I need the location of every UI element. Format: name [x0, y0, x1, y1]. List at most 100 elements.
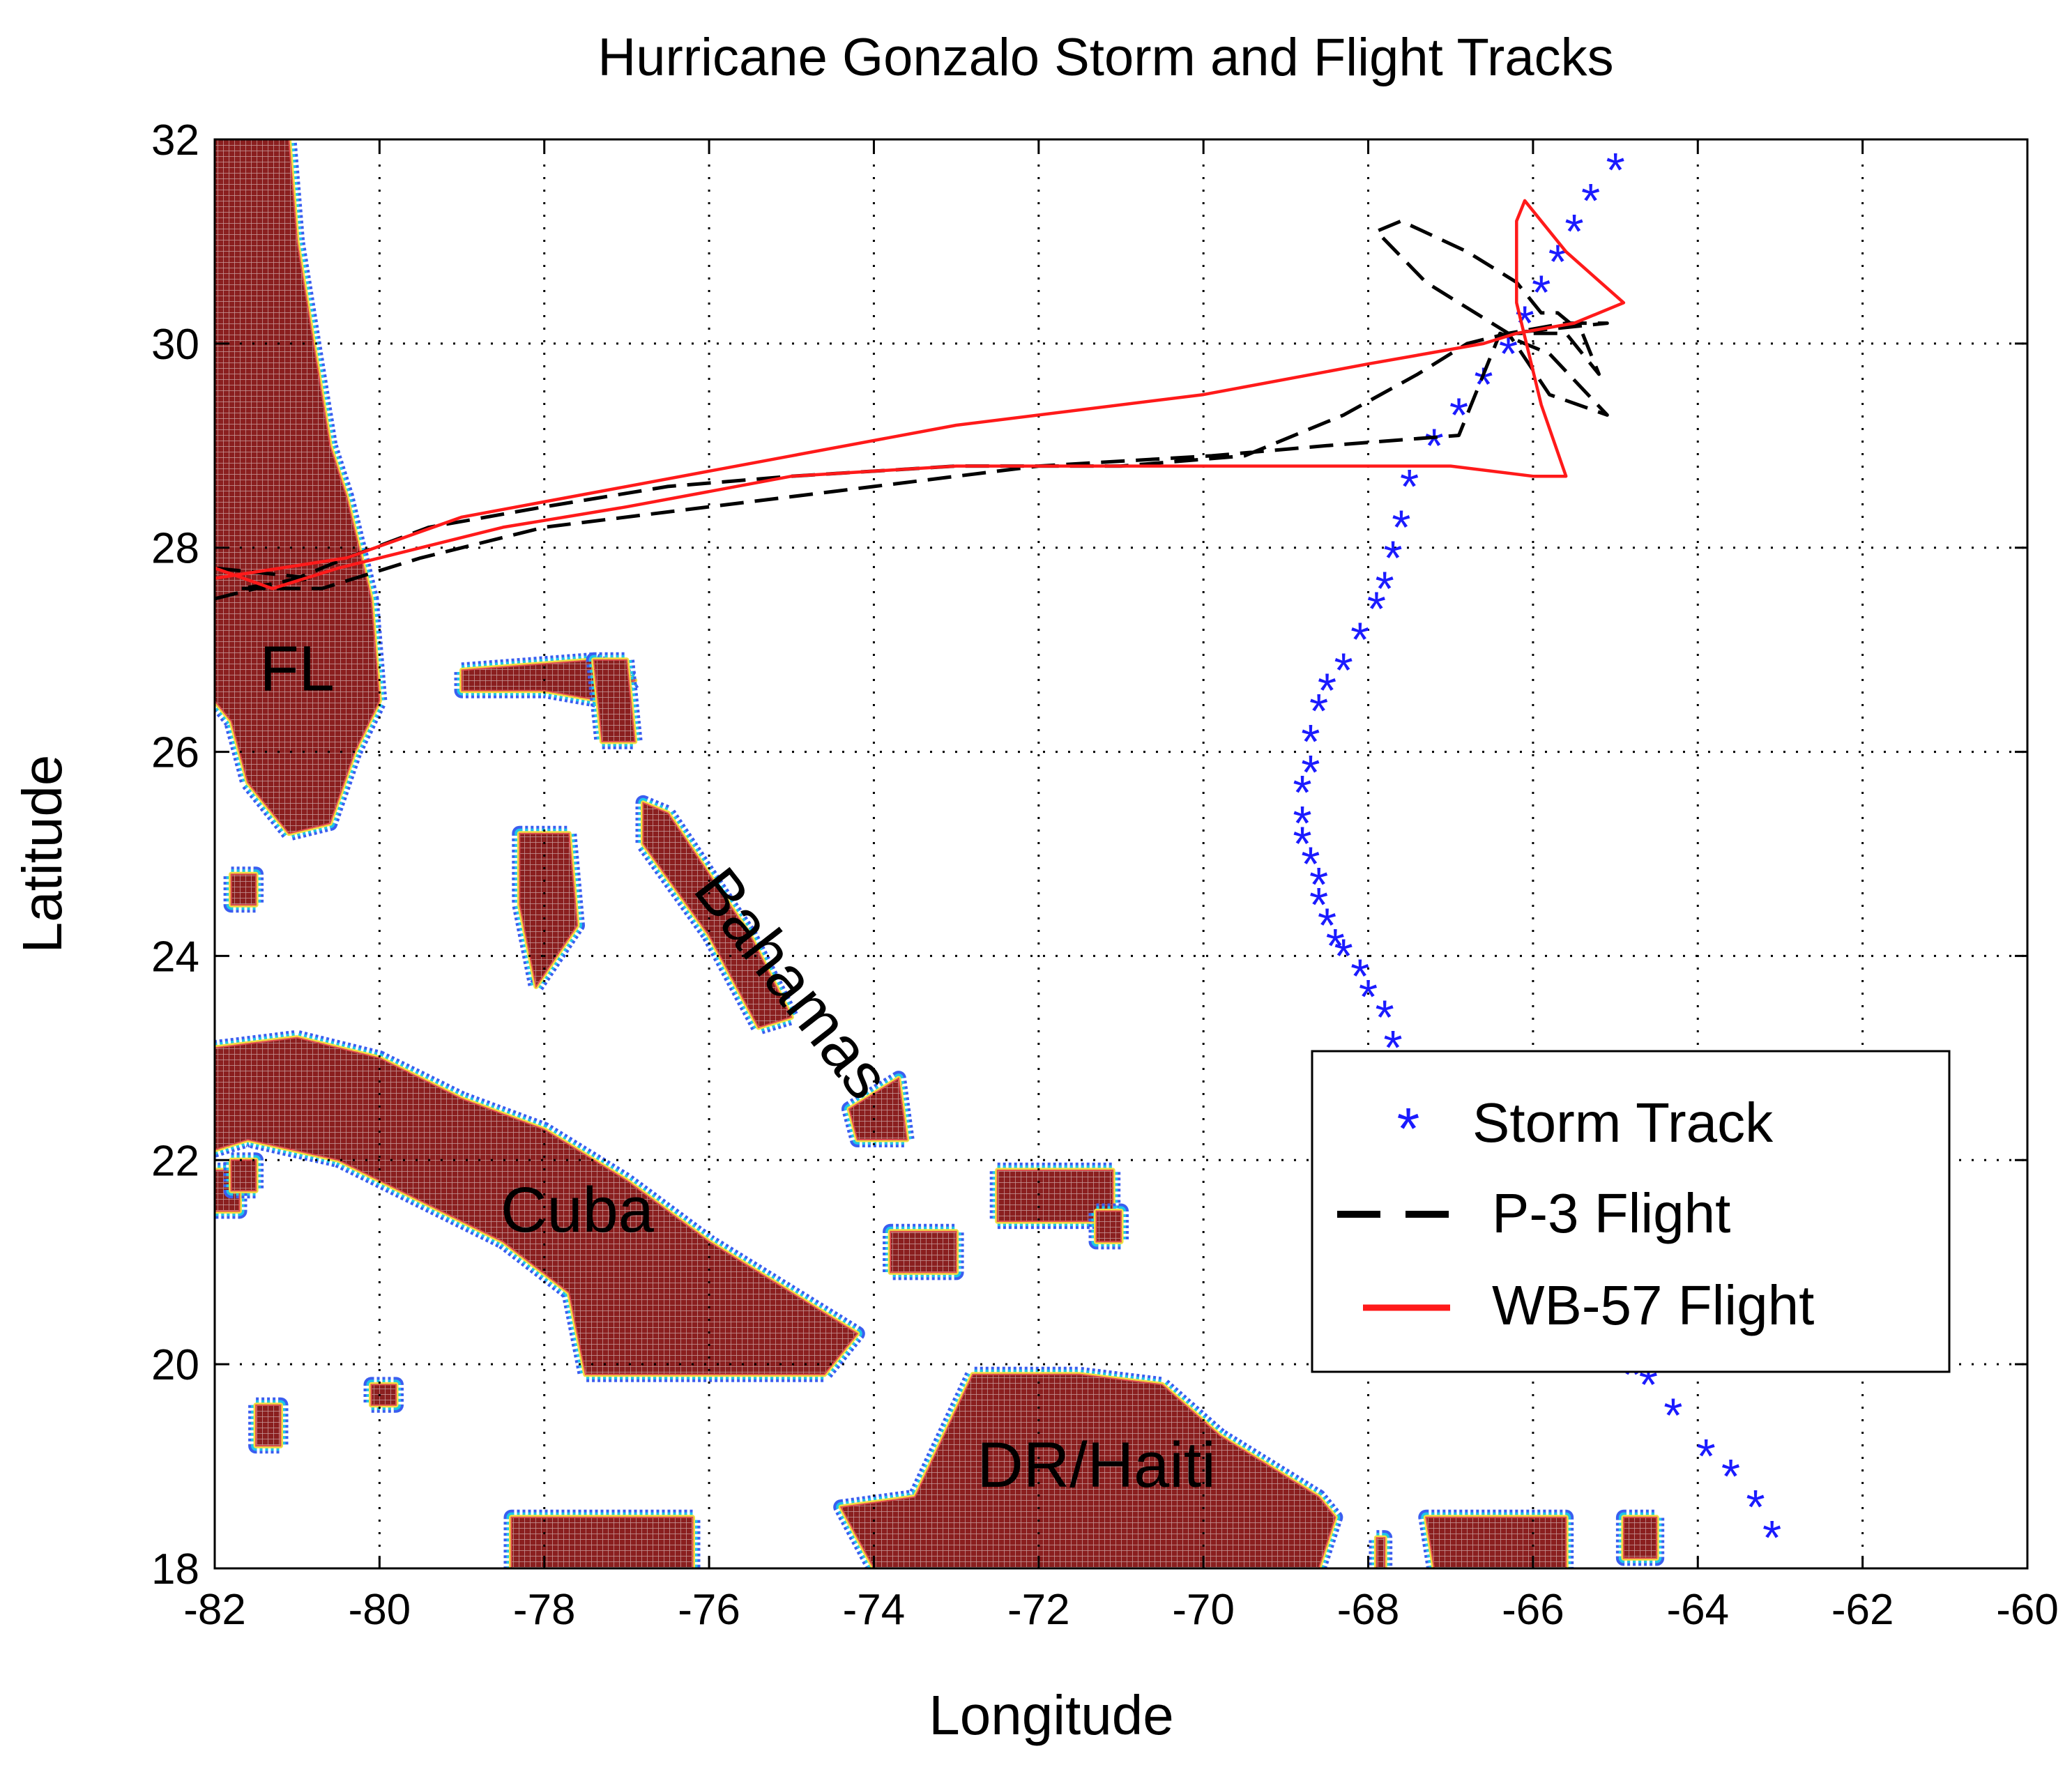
- land-region-cuba-north-cay: [223, 1152, 264, 1199]
- storm-track-point: *: [1318, 664, 1336, 718]
- y-axis-label: Latitude: [11, 755, 73, 954]
- x-tick-label: -68: [1337, 1586, 1400, 1634]
- storm-track-point: *: [1350, 613, 1369, 667]
- land-fill: [215, 139, 381, 834]
- region-label-cuba: Cuba: [501, 1175, 655, 1246]
- storm-track-point: *: [1309, 878, 1328, 932]
- y-tick-label: 30: [151, 321, 199, 369]
- storm-track-point: *: [1400, 459, 1419, 514]
- land-region-inagua: [883, 1223, 964, 1280]
- tick-layer: -82 -80 -78 -76 -74 -72 -70 -68 -66 -64 -62 -60 18 20…: [151, 116, 2059, 1634]
- storm-track-point: *: [1334, 643, 1353, 697]
- storm-track-point: *: [1606, 143, 1624, 197]
- series-wb-57-flight: [215, 199, 1626, 590]
- land-region-cuba: [215, 1030, 865, 1382]
- storm-track-point: *: [1424, 418, 1443, 473]
- x-tick-label: -82: [183, 1586, 246, 1634]
- land-fill: [848, 1077, 908, 1140]
- land-fill: [1622, 1516, 1658, 1559]
- legend-storm-track-symbol: *: [1397, 1096, 1420, 1161]
- storm-track-point: *: [1376, 561, 1394, 615]
- land-fill: [519, 832, 579, 988]
- land-fill: [1095, 1210, 1122, 1243]
- storm-track-point: *: [1318, 899, 1336, 953]
- storm-track-point: *: [1350, 949, 1369, 1004]
- y-tick-label: 32: [151, 116, 199, 165]
- x-tick-label: -72: [1007, 1586, 1070, 1634]
- land-fill: [890, 1230, 957, 1274]
- land-region-turks-islet: [1088, 1203, 1129, 1250]
- storm-track-point: *: [1696, 1429, 1715, 1483]
- land-fill: [642, 802, 793, 1029]
- x-axis-label: Longitude: [929, 1684, 1173, 1746]
- legend: * Storm Track P-3 Flight WB-57 Flight: [1311, 1050, 1951, 1373]
- storm-track-point: *: [1721, 1449, 1740, 1504]
- land-region-hispaniola: [833, 1366, 1343, 1568]
- storm-track-point: *: [1564, 204, 1583, 259]
- land-region-jamaica: [503, 1509, 701, 1568]
- region-label-bahamas: Bahamas: [680, 855, 904, 1112]
- storm-track-point: *: [1293, 765, 1311, 820]
- storm-track-point: *: [1746, 1480, 1765, 1534]
- x-tick-label: -66: [1502, 1586, 1564, 1634]
- land-region-bahamas-central: [635, 795, 800, 1035]
- land-fill: [593, 659, 636, 742]
- x-tick-label: -64: [1666, 1586, 1729, 1634]
- storm-track-point: *: [1663, 1388, 1682, 1442]
- storm-track-point: *: [1309, 684, 1328, 738]
- land-region-abaco: [586, 652, 643, 749]
- region-label-fl: FL: [259, 634, 334, 705]
- land-layer: [215, 139, 1665, 1568]
- y-tick-label: 18: [151, 1545, 199, 1593]
- land-region-mona: [1369, 1530, 1393, 1568]
- land-fill: [230, 873, 257, 906]
- legend-wb57-flight-label: WB-57 Flight: [1492, 1274, 1814, 1336]
- land-fill: [255, 1404, 282, 1447]
- y-tick-label: 28: [151, 525, 199, 573]
- land-fill: [370, 1384, 397, 1406]
- x-tick-label: -62: [1831, 1586, 1894, 1634]
- storm-track-point: *: [1367, 582, 1386, 636]
- land-region-andros: [512, 825, 585, 995]
- y-tick-label: 26: [151, 729, 199, 777]
- storm-track-point: *: [1376, 990, 1394, 1044]
- chart-title: Hurricane Gonzalo Storm and Flight Track…: [597, 28, 1613, 87]
- x-tick-label: -70: [1172, 1586, 1235, 1634]
- storm-track-point: *: [1309, 857, 1328, 912]
- land-fill: [839, 1373, 1336, 1568]
- storm-track-point: *: [1359, 970, 1378, 1024]
- legend-storm-track-label: Storm Track: [1472, 1092, 1774, 1154]
- land-region-florida: [215, 139, 388, 841]
- land-fill: [510, 1516, 694, 1568]
- storm-track-point: *: [1383, 530, 1402, 585]
- land-fill: [1425, 1516, 1567, 1568]
- storm-track-point: *: [1293, 816, 1311, 871]
- storm-track-point: *: [1326, 919, 1345, 973]
- y-tick-label: 24: [151, 933, 199, 981]
- land-region-little-cayman: [363, 1377, 404, 1413]
- land-fill: [1376, 1537, 1386, 1568]
- land-region-virgin-islands: [1615, 1509, 1665, 1566]
- x-tick-label: -60: [1996, 1586, 2059, 1634]
- plot-frame: [213, 138, 2029, 1570]
- storm-track-point: *: [1301, 714, 1320, 769]
- x-tick-label: -78: [513, 1586, 576, 1634]
- storm-track-point: *: [1301, 745, 1320, 800]
- storm-track-point: *: [1581, 174, 1600, 228]
- y-tick-label: 20: [151, 1341, 199, 1389]
- land-region-cayman-islands: [248, 1397, 289, 1454]
- storm-track-point: *: [1293, 796, 1311, 850]
- x-tick-label: -76: [678, 1586, 740, 1634]
- storm-track-point: *: [1301, 837, 1320, 892]
- x-tick-label: -80: [349, 1586, 411, 1634]
- land-region-florida-keys: [223, 866, 264, 913]
- y-tick-label: 22: [151, 1137, 199, 1185]
- legend-p3-flight-label: P-3 Flight: [1492, 1182, 1730, 1244]
- storm-track-point: *: [1474, 357, 1493, 411]
- storm-track-point: *: [1334, 928, 1353, 983]
- land-region-bahamas-south: [841, 1071, 915, 1147]
- storm-track-point: *: [1762, 1511, 1781, 1565]
- land-region-puerto-rico: [1418, 1509, 1574, 1568]
